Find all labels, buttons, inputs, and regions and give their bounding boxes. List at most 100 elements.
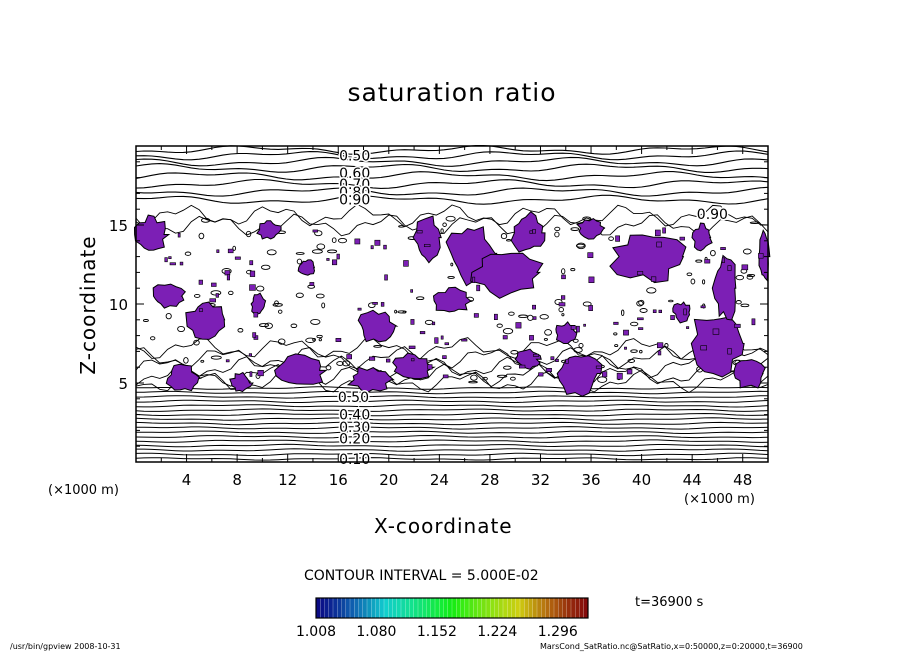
supersaturated-speck: [209, 298, 217, 303]
contour-speck: [561, 268, 566, 275]
supersaturated-speck: [679, 236, 685, 241]
supersaturated-speck: [601, 371, 608, 378]
contour-speck: [496, 374, 508, 378]
contour-speck: [702, 279, 706, 285]
contour-speck: [496, 323, 503, 328]
contour-speck: [646, 287, 657, 294]
contour-speck: [150, 336, 156, 341]
supersaturated-regions: [133, 211, 771, 397]
x-unit-left: (×1000 m): [48, 483, 119, 498]
contour-line: [136, 390, 769, 395]
supersaturated-speck: [419, 331, 426, 335]
supersaturated-speck: [583, 323, 586, 327]
supersaturated-speck: [423, 244, 431, 247]
supersaturated-speck: [169, 262, 176, 266]
supersaturated-speck: [427, 364, 433, 370]
supersaturated-speck: [683, 308, 687, 316]
contour-line: [135, 421, 769, 426]
supersaturated-speck: [623, 329, 629, 336]
contour-speck: [311, 249, 323, 254]
contour-label: 0.80: [339, 185, 370, 201]
supersaturated-speck: [727, 265, 732, 271]
supersaturated-speck: [662, 227, 666, 234]
supersaturated-speck: [403, 260, 409, 267]
supersaturated-speck: [565, 358, 569, 364]
supersaturated-speck: [558, 302, 566, 307]
contour-line: [136, 426, 769, 430]
supersaturated-speck: [372, 301, 378, 305]
supersaturated-region: [470, 252, 544, 299]
supersaturated-region: [357, 309, 399, 343]
colorbar-cell: [324, 597, 330, 619]
colorbar-cell: [405, 597, 410, 619]
contour-speck: [295, 292, 304, 298]
colorbar-tick-label: 1.080: [356, 624, 396, 640]
contour-label: 0.30: [339, 420, 370, 436]
supersaturated-speck: [473, 313, 479, 318]
supersaturated-speck: [461, 338, 468, 342]
contour-speck: [316, 243, 326, 250]
contour-speck: [503, 365, 512, 370]
supersaturated-speck: [472, 276, 476, 284]
supersaturated-speck: [638, 327, 644, 330]
supersaturated-speck: [656, 342, 664, 349]
contour-line: [136, 448, 769, 452]
contour-speck: [315, 293, 325, 299]
colorbar-cell: [481, 597, 487, 619]
x-tick-label: 48: [733, 471, 752, 489]
colorbar-cell: [447, 597, 453, 619]
supersaturated-speck: [624, 346, 627, 350]
contour-speck: [630, 349, 638, 353]
x-tick-label: 4: [182, 471, 192, 489]
supersaturated-speck: [346, 354, 353, 360]
y-tick-label: 15: [109, 217, 128, 235]
contour-speck: [305, 337, 316, 343]
supersaturated-region: [165, 363, 202, 392]
supersaturated-region: [346, 366, 395, 394]
contour-label: 0.40: [339, 408, 370, 424]
x-tick-label: 32: [531, 471, 550, 489]
contour-speck: [740, 303, 750, 308]
contour-label: 0.90: [339, 193, 370, 209]
colorbar-cell: [553, 597, 559, 619]
supersaturated-speck: [179, 261, 184, 266]
colorbar-cell: [413, 597, 419, 619]
supersaturated-speck: [227, 248, 234, 254]
supersaturated-speck: [700, 345, 708, 351]
contour-speck: [749, 221, 761, 224]
contour-speck: [608, 236, 614, 241]
colorbar-cell: [439, 597, 444, 619]
supersaturated-speck: [216, 249, 220, 253]
contour-speck: [260, 264, 271, 270]
contour-speck: [277, 309, 283, 314]
supersaturated-speck: [383, 244, 387, 250]
supersaturated-region: [274, 353, 328, 385]
contour-speck: [337, 237, 348, 244]
contour-line: [135, 452, 769, 457]
x-axis-label: X-coordinate: [374, 514, 513, 538]
supersaturated-speck: [654, 229, 661, 237]
supersaturated-region: [733, 359, 766, 389]
supersaturated-speck: [199, 308, 203, 312]
colorbar-cell: [515, 597, 521, 619]
contour-speck: [228, 290, 234, 296]
contour-speck: [554, 298, 563, 306]
colorbar-cell: [371, 597, 376, 619]
supersaturated-speck: [588, 305, 593, 311]
contour-speck: [746, 275, 754, 280]
colorbar-cell: [341, 597, 347, 619]
supersaturated-speck: [613, 321, 619, 325]
x-tick-label: 36: [581, 471, 600, 489]
contour-speck: [310, 318, 321, 325]
contour-speck: [368, 302, 376, 309]
contour-speck: [416, 296, 425, 301]
x-tick-label: 40: [632, 471, 651, 489]
contour-label: 0.10: [339, 452, 370, 468]
colorbar-cell: [575, 597, 580, 619]
contour-line: [135, 156, 769, 167]
contour-speck: [627, 358, 636, 363]
contour-speck: [193, 339, 200, 346]
supersaturated-speck: [309, 282, 315, 286]
contour-speck: [341, 360, 351, 367]
colorbar-cell: [558, 597, 563, 619]
